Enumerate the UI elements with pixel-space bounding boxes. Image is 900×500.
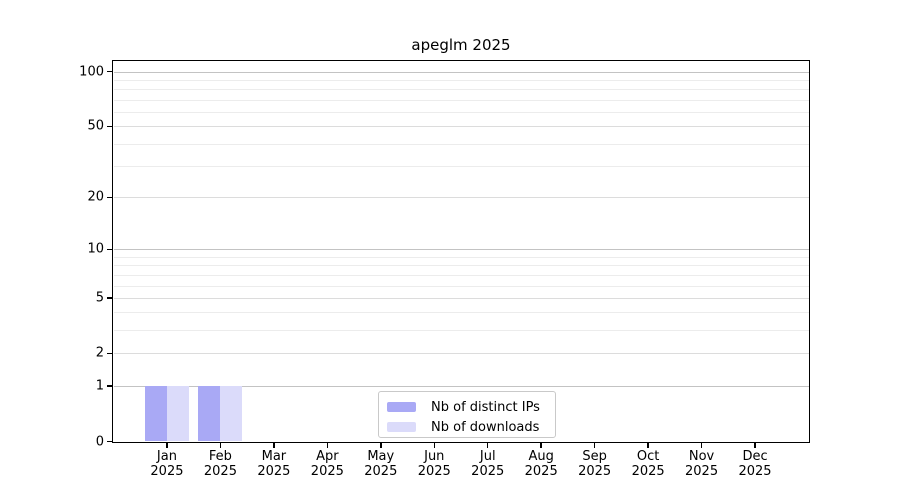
y-axis-tick — [107, 385, 112, 387]
y-axis-tick-label: 20 — [87, 189, 104, 205]
legend-entry-downloads: Nb of downloads — [387, 417, 555, 437]
y-axis-tick-label: 1 — [95, 378, 104, 394]
y-axis-tick-label: 100 — [79, 64, 104, 80]
x-axis-tick-label: Feb 2025 — [203, 449, 237, 479]
bar-downloads — [220, 385, 243, 442]
y-axis-tick-label: 50 — [87, 118, 104, 134]
y-gridline-minor — [113, 99, 809, 101]
y-gridline-major — [113, 197, 809, 199]
plot-area — [112, 60, 810, 443]
x-axis-tick — [647, 443, 649, 448]
y-gridline-major — [113, 353, 809, 355]
x-axis-tick-label: Jul 2025 — [471, 449, 505, 479]
x-axis-tick — [219, 443, 222, 448]
y-gridline-minor — [113, 79, 809, 81]
y-axis-tick — [107, 248, 112, 251]
x-axis-tick-label: Nov 2025 — [685, 449, 719, 479]
legend: Nb of distinct IPs Nb of downloads — [378, 391, 556, 438]
x-axis-tick-label: Oct 2025 — [631, 449, 665, 479]
y-gridline-major — [113, 126, 809, 128]
y-gridline-minor — [113, 166, 809, 168]
x-axis-tick-label: Apr 2025 — [310, 449, 344, 479]
y-axis-tick — [107, 440, 112, 443]
y-axis-tick-label: 0 — [95, 434, 104, 449]
y-axis-tick-label: 5 — [95, 290, 104, 306]
y-axis-tick — [107, 352, 112, 355]
bar-distinct-ips — [144, 385, 167, 442]
y-gridline-minor — [113, 312, 809, 314]
y-gridline-major — [113, 297, 809, 299]
legend-label-distinct-ips: Nb of distinct IPs — [431, 399, 540, 415]
bar-downloads — [166, 385, 189, 442]
x-axis-tick-label: Mar 2025 — [257, 449, 291, 479]
legend-swatch-distinct-ips — [387, 402, 416, 412]
x-axis-tick — [166, 443, 168, 448]
x-axis-tick — [380, 443, 382, 448]
x-axis-tick — [273, 443, 275, 448]
y-gridline-minor — [113, 274, 809, 276]
x-axis-tick-label: Jun 2025 — [417, 449, 451, 479]
bar-distinct-ips — [198, 385, 221, 442]
x-axis-tick — [326, 443, 329, 448]
y-gridline-major — [113, 385, 809, 387]
y-gridline-minor — [113, 256, 809, 258]
x-axis-tick — [433, 443, 436, 448]
y-axis-tick — [107, 70, 112, 73]
x-axis-tick-label: Sep 2025 — [578, 449, 612, 479]
x-axis-tick — [540, 443, 542, 448]
legend-entry-distinct-ips: Nb of distinct IPs — [387, 397, 555, 417]
y-gridline-minor — [113, 330, 809, 332]
x-axis-tick-label: Dec 2025 — [738, 449, 772, 479]
y-gridline-major — [113, 249, 809, 251]
y-axis-tick — [107, 196, 112, 199]
x-axis-tick — [754, 443, 756, 448]
y-gridline-minor — [113, 143, 809, 145]
y-axis-tick — [107, 297, 112, 299]
y-gridline-minor — [113, 111, 809, 113]
x-axis-tick-label: Aug 2025 — [524, 449, 558, 479]
y-axis-tick — [107, 125, 112, 128]
legend-label-downloads: Nb of downloads — [431, 419, 540, 435]
x-axis-tick-label: Jan 2025 — [150, 449, 184, 479]
y-gridline-major — [113, 71, 809, 73]
x-axis-tick — [700, 443, 703, 448]
x-axis-tick-label: May 2025 — [364, 449, 398, 479]
y-gridline-minor — [113, 265, 809, 267]
y-axis-tick-label: 10 — [87, 241, 104, 257]
x-axis-tick — [486, 443, 489, 448]
x-axis-tick — [593, 443, 596, 448]
y-gridline-minor — [113, 285, 809, 287]
legend-swatch-downloads — [387, 422, 416, 432]
y-axis-tick-label: 2 — [95, 345, 104, 361]
chart-title: apeglm 2025 — [411, 36, 511, 54]
y-gridline-minor — [113, 89, 809, 91]
